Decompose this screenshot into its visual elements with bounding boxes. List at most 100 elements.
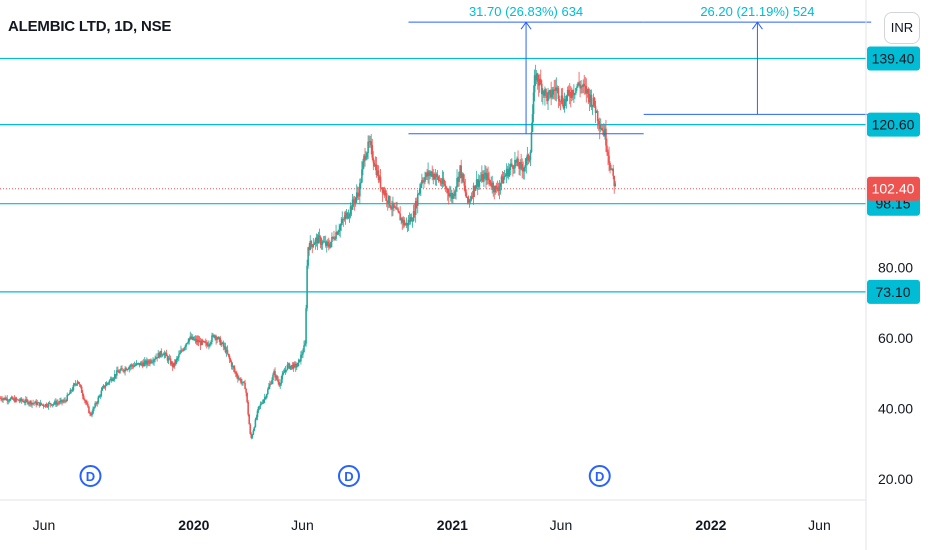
candle-body	[325, 241, 328, 246]
candle-body	[386, 200, 389, 204]
candle-body	[449, 194, 451, 197]
candle-body	[68, 393, 71, 395]
candle-body	[569, 96, 572, 98]
candle-body	[585, 86, 588, 94]
candle-body	[476, 179, 479, 187]
candle-body	[326, 241, 329, 244]
candle-body	[490, 184, 492, 187]
candle-body	[495, 185, 498, 188]
candle-body	[56, 402, 58, 405]
candle-body	[154, 358, 156, 360]
candle-body	[435, 174, 438, 178]
candle-body	[299, 359, 301, 362]
candle-body	[166, 356, 169, 361]
candle-body	[340, 223, 343, 226]
candle-body	[224, 346, 227, 353]
candle-body	[126, 369, 128, 371]
candle-body	[500, 176, 503, 184]
candle-body	[351, 199, 354, 210]
candle-body	[481, 174, 483, 180]
candle-body	[563, 99, 566, 109]
candle-body	[607, 152, 609, 156]
candle-body	[264, 397, 267, 398]
horizontal-lines[interactable]	[0, 57, 866, 293]
candle-body	[184, 346, 186, 349]
y-tick-label: 40.00	[878, 400, 913, 416]
candle-body	[409, 217, 412, 222]
candle-body	[397, 208, 399, 212]
currency-button[interactable]: INR	[884, 12, 920, 44]
candle-body	[541, 83, 543, 95]
candle-body	[269, 383, 271, 387]
candle-body	[512, 165, 514, 169]
candle-body	[451, 192, 453, 199]
candle-body	[402, 219, 405, 223]
candle-body	[436, 174, 439, 177]
candle-body	[177, 357, 179, 359]
candle-body	[417, 193, 420, 195]
candle-body	[532, 92, 535, 115]
dividend-marker-icon[interactable]	[79, 465, 102, 487]
candle-body	[112, 378, 115, 380]
candle-body	[5, 398, 8, 400]
candle-body	[407, 219, 410, 226]
candle-body	[152, 361, 154, 363]
candle-body	[406, 223, 409, 226]
candle-body	[45, 404, 48, 407]
candle-body	[464, 185, 467, 193]
candle-body	[125, 368, 127, 371]
candle-body	[524, 164, 527, 168]
candle-body	[349, 206, 352, 215]
candle-body	[119, 370, 121, 373]
dividend-marker-icon[interactable]	[588, 465, 611, 487]
candle-body	[176, 358, 178, 361]
candle-body	[290, 365, 293, 367]
candle-body	[511, 163, 513, 166]
candle-body	[174, 360, 177, 365]
candle-body	[337, 231, 339, 235]
axes: 20.00 40.00 60.00 80.00 Jun 2020 Jun 2021 Jun 202…	[0, 0, 913, 550]
dividend-marker-label: D	[344, 469, 353, 484]
candle-body	[552, 89, 555, 95]
candle-body	[271, 380, 273, 385]
candle-body	[255, 416, 258, 420]
candle-body	[355, 192, 358, 198]
candle-body	[370, 141, 373, 145]
candle-body	[604, 128, 606, 136]
candle-body	[404, 224, 407, 226]
candle-body	[261, 402, 264, 404]
candle-body	[365, 157, 367, 160]
dividend-marker-label: D	[595, 469, 604, 484]
candle-body	[592, 97, 595, 105]
candle-body	[546, 92, 548, 102]
candle-body	[123, 370, 125, 372]
candle-body	[595, 110, 598, 113]
candle-body	[142, 362, 145, 367]
candle-body	[577, 82, 579, 87]
candle-body	[316, 237, 319, 244]
candle-body	[339, 225, 341, 231]
candle-body	[347, 216, 350, 219]
candle-body	[413, 211, 416, 215]
price-label: 73.10	[875, 284, 910, 300]
candle-body	[60, 399, 62, 401]
candle-body	[605, 128, 607, 146]
candle-body	[578, 82, 580, 85]
candle-body	[132, 365, 135, 367]
dividend-marker-icon[interactable]	[337, 465, 360, 487]
candle-body	[274, 371, 276, 378]
candle-body	[405, 223, 408, 225]
candle-body	[210, 341, 212, 344]
candle-body	[51, 404, 54, 406]
candle-body	[78, 383, 81, 385]
candle-body	[421, 180, 423, 185]
candle-body	[566, 89, 569, 96]
measure-tools[interactable]: 31.70 (26.83%) 634 26.20 (21.19%) 524	[408, 4, 872, 135]
candle-body	[169, 358, 172, 365]
candle-body	[213, 334, 215, 338]
candle-body	[3, 397, 5, 399]
candle-body	[332, 236, 334, 238]
candle-body	[594, 106, 597, 113]
